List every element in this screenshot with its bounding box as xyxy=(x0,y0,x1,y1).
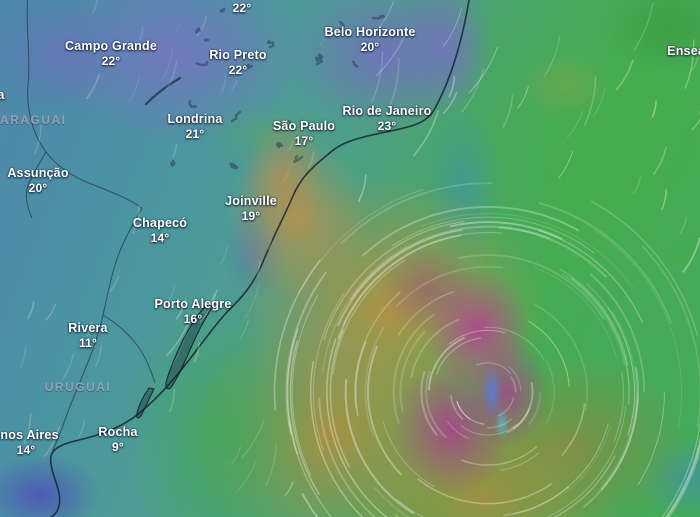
city-name: enos Aires xyxy=(0,428,59,442)
city-temperature: 22° xyxy=(101,54,121,68)
city-name: São Paulo xyxy=(272,119,336,133)
lagoa-mirim xyxy=(136,387,155,419)
terrain-relief-marks xyxy=(170,7,385,170)
city-name: Rocha xyxy=(98,425,138,439)
city-temperature: 14° xyxy=(150,231,170,245)
city-label-chapec[interactable]: Chapecó 14° xyxy=(133,215,187,246)
border-paraguay xyxy=(26,0,143,209)
region-label-paraguai: PARAGUAI xyxy=(0,113,67,127)
city-temperature: 14° xyxy=(16,443,36,457)
city-name: Chapecó xyxy=(132,216,188,230)
city-temperature: 17° xyxy=(294,134,314,148)
city-temperature: 9° xyxy=(112,440,124,454)
city-name: Porto Alegre xyxy=(154,297,232,311)
city-temperature: 20° xyxy=(360,40,380,54)
city-name: Assunção xyxy=(7,166,69,180)
coastline xyxy=(49,0,470,517)
city-label-rocha[interactable]: Rocha 9° xyxy=(98,424,137,455)
city-label-porto-alegre[interactable]: Porto Alegre 16° xyxy=(155,296,232,327)
city-label-londrina[interactable]: Londrina 21° xyxy=(167,111,222,142)
city-temperature: 16° xyxy=(183,312,203,326)
city-name: Rivera xyxy=(68,321,108,335)
border-uruguay-brazil xyxy=(102,314,156,384)
city-label-s-o-paulo[interactable]: São Paulo 17° xyxy=(273,118,335,149)
city-temperature: 21° xyxy=(185,127,205,141)
region-label-uruguai: URUGUAI xyxy=(44,380,112,394)
city-name: Belo Horizonte xyxy=(324,25,416,39)
city-label-rio-de-janeiro[interactable]: Rio de Janeiro 23° xyxy=(343,103,432,134)
city-temperature: 23° xyxy=(377,119,397,133)
city-label-joinville[interactable]: Joinville 19° xyxy=(225,193,277,224)
border-paraguay-river xyxy=(25,151,47,219)
city-name: Rio de Janeiro xyxy=(342,104,432,118)
city-name: Joinville xyxy=(225,194,277,208)
city-temperature: 19° xyxy=(241,209,261,223)
city-label-22[interactable]: 22° xyxy=(233,1,252,16)
city-label-ensead[interactable]: Ensead xyxy=(667,43,700,59)
city-name: Rio Preto xyxy=(209,48,267,62)
city-name: Ensead xyxy=(667,44,700,58)
city-temperature: 22° xyxy=(232,1,252,15)
city-temperature: 20° xyxy=(28,181,48,195)
city-label-rio-preto[interactable]: Rio Preto 22° xyxy=(209,47,266,78)
city-label-rivera[interactable]: Rivera 11° xyxy=(68,320,107,351)
city-label-a[interactable]: a xyxy=(0,87,5,103)
city-name: Campo Grande xyxy=(65,39,157,53)
city-temperature: 22° xyxy=(228,63,248,77)
parana-river xyxy=(144,76,182,106)
city-label-campo-grande[interactable]: Campo Grande 22° xyxy=(65,38,157,69)
city-temperature: 11° xyxy=(78,336,98,350)
city-name: Londrina xyxy=(167,112,223,126)
city-label-belo-horizonte[interactable]: Belo Horizonte 20° xyxy=(325,24,416,55)
border-argentina-brazil xyxy=(52,207,143,451)
city-label-assun-o[interactable]: Assunção 20° xyxy=(7,165,68,196)
lagoa-dos-patos xyxy=(165,303,214,390)
city-name: a xyxy=(0,88,5,102)
